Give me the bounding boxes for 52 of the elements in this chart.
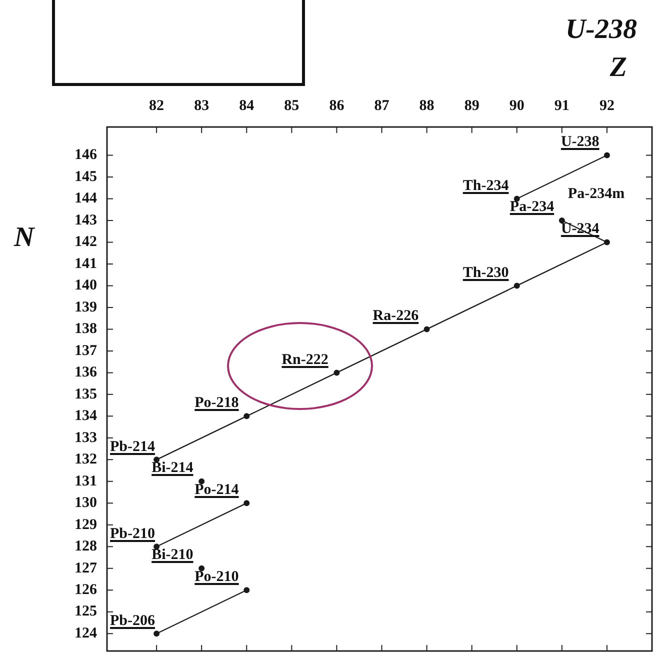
y-tick-label: 142 bbox=[74, 234, 97, 250]
x-tick-label: 89 bbox=[464, 98, 480, 114]
y-tick-label: 141 bbox=[74, 256, 97, 272]
annotation: Pb-214 bbox=[110, 438, 155, 455]
x-tick-label: 87 bbox=[374, 98, 390, 114]
annotation: Bi-210 bbox=[152, 547, 194, 564]
x-tick-label: 90 bbox=[509, 98, 524, 114]
y-tick-label: 137 bbox=[74, 342, 98, 359]
annotation: U-238 bbox=[560, 134, 600, 150]
annotation: Po-218 bbox=[194, 395, 239, 412]
y-tick-label: 145 bbox=[74, 168, 97, 185]
y-tick-label: 135 bbox=[74, 386, 97, 402]
y-tick-label: 126 bbox=[74, 582, 98, 598]
y-tick-label: 136 bbox=[74, 364, 98, 381]
x-tick-label: 84 bbox=[239, 98, 255, 114]
y-tick-label: 128 bbox=[74, 538, 97, 555]
x-tick-label: 83 bbox=[194, 98, 210, 114]
y-tick-label: 138 bbox=[74, 321, 97, 338]
y-tick-label: 130 bbox=[74, 495, 97, 512]
y-tick-label: 140 bbox=[74, 278, 97, 294]
y-axis-title: N bbox=[14, 222, 34, 254]
y-tick-label: 133 bbox=[74, 430, 97, 446]
x-axis-title: Z bbox=[610, 52, 627, 84]
x-tick-label: 86 bbox=[329, 98, 345, 114]
x-tick-label: 91 bbox=[554, 98, 570, 114]
annotation: Th-234 bbox=[462, 178, 509, 194]
y-tick-label: 146 bbox=[74, 147, 98, 164]
y-tick-label: 124 bbox=[74, 625, 98, 642]
annotation: Pa-234m bbox=[568, 186, 625, 202]
annotation: Pb-206 bbox=[110, 612, 155, 629]
y-tick-label: 139 bbox=[74, 299, 97, 316]
annotation: Pa-234 bbox=[510, 199, 554, 216]
x-tick-label: 82 bbox=[149, 98, 164, 114]
y-tick-label: 143 bbox=[74, 212, 97, 228]
y-tick-label: 132 bbox=[74, 452, 97, 468]
annotation: Po-210 bbox=[194, 569, 239, 586]
y-tick-label: 125 bbox=[74, 604, 97, 620]
annotation: Po-214 bbox=[194, 482, 239, 498]
annotation: Th-230 bbox=[462, 264, 509, 281]
annotation: Pb-210 bbox=[110, 526, 155, 542]
annotation: Rn-222 bbox=[282, 352, 328, 368]
y-tick-label: 127 bbox=[74, 560, 98, 576]
x-tick-label: 85 bbox=[284, 98, 300, 114]
x-tick-label: 92 bbox=[599, 98, 614, 114]
y-tick-label: 131 bbox=[74, 473, 97, 490]
annotation: Ra-226 bbox=[372, 308, 419, 324]
y-tick-label: 129 bbox=[74, 516, 97, 533]
y-tick-label: 134 bbox=[74, 408, 98, 424]
annotation: Bi-214 bbox=[152, 460, 194, 476]
chart-title: U-238 bbox=[565, 14, 637, 46]
y-tick-label: 144 bbox=[74, 190, 98, 207]
x-tick-label: 88 bbox=[419, 98, 434, 114]
